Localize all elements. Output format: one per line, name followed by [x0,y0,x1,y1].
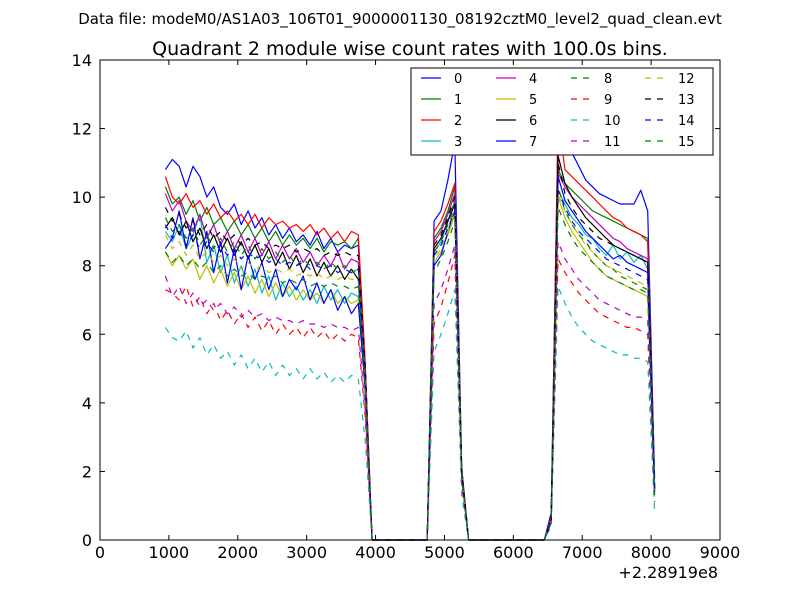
legend-label-12: 12 [678,72,695,87]
y-tick-label: 10 [72,188,92,207]
legend-label-15: 15 [678,135,695,150]
legend-label-4: 4 [529,72,537,87]
legend-label-0: 0 [454,72,462,87]
x-tick-label: 8000 [631,543,672,562]
y-tick-label: 4 [82,394,92,413]
chart-suptitle: Data file: modeM0/AS1A03_106T01_90000011… [78,10,722,29]
legend-label-10: 10 [604,114,621,129]
x-tick-label: 3000 [286,543,327,562]
legend-label-6: 6 [529,114,537,129]
y-tick-label: 0 [82,531,92,550]
x-tick-label: 1000 [149,543,190,562]
series-line-9 [165,254,656,541]
legend-label-2: 2 [454,114,462,129]
x-offset-label: +2.28919e8 [618,563,718,582]
legend-label-1: 1 [454,93,462,108]
legend-label-14: 14 [678,114,695,129]
x-tick-label: 5000 [424,543,465,562]
x-tick-label: 4000 [355,543,396,562]
y-tick-label: 14 [72,51,92,70]
y-tick-label: 12 [72,120,92,139]
legend-label-7: 7 [529,135,537,150]
chart-title: Quadrant 2 module wise count rates with … [152,38,668,60]
legend-label-13: 13 [678,93,695,108]
x-tick-label: 7000 [562,543,603,562]
legend-label-3: 3 [454,135,462,150]
series-line-10 [164,285,656,541]
legend-label-9: 9 [604,93,612,108]
legend-label-11: 11 [604,135,621,150]
x-tick-label: 2000 [217,543,258,562]
x-tick-label: 6000 [493,543,534,562]
series-line-14 [164,189,656,541]
y-tick-label: 8 [82,257,92,276]
y-tick-label: 6 [82,325,92,344]
legend-label-5: 5 [529,93,537,108]
legend-label-8: 8 [604,72,612,87]
tick-layer: 0 1000 2000 3000 4000 5000 6000 7000 8000 9000 0 2 4… [72,51,741,562]
plot-frame [99,59,721,541]
x-tick-label: 9000 [700,543,741,562]
x-tick-label: 0 [95,543,105,562]
y-tick-label: 2 [82,462,92,481]
